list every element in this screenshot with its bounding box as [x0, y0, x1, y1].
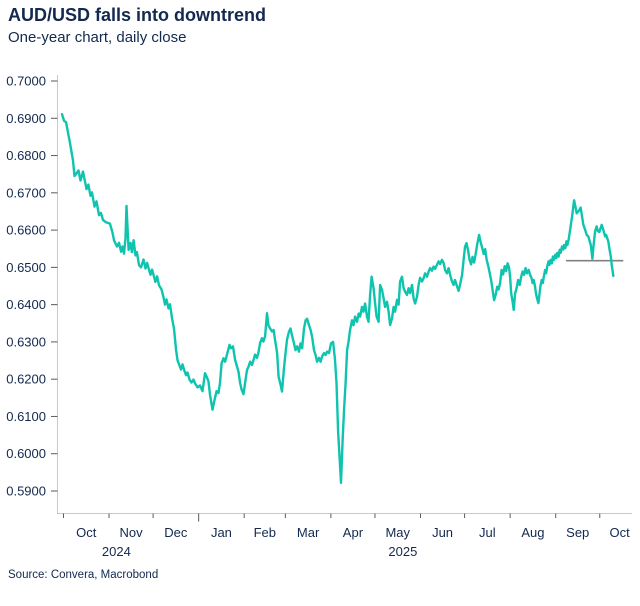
y-tick-label: 0.6300: [6, 334, 46, 349]
y-tick-label: 0.7000: [6, 74, 46, 89]
month-label: Jan: [211, 525, 232, 540]
month-label: Apr: [343, 525, 364, 540]
month-label: Mar: [297, 525, 320, 540]
page-title: AUD/USD falls into downtrend: [8, 5, 266, 25]
year-label: 2025: [388, 544, 417, 559]
y-tick-label: 0.6400: [6, 297, 46, 312]
source-text: Source: Convera, Macrobond: [8, 569, 159, 581]
month-label: May: [385, 525, 410, 540]
month-label: Nov: [119, 525, 143, 540]
y-tick-label: 0.6700: [6, 185, 46, 200]
year-label: 2024: [102, 544, 131, 559]
month-label: Sep: [566, 525, 589, 540]
audusd-price-line: [60, 112, 615, 484]
y-tick-label: 0.6500: [6, 260, 46, 275]
month-label: Jul: [479, 525, 496, 540]
chart-subtitle: One-year chart, daily close: [8, 29, 187, 46]
month-label: Aug: [521, 525, 544, 540]
month-label: Jun: [432, 525, 453, 540]
month-label: Dec: [164, 525, 188, 540]
month-label: Oct: [609, 525, 630, 540]
y-tick-label: 0.6000: [6, 446, 46, 461]
y-tick-label: 0.6200: [6, 372, 46, 387]
y-tick-label: 0.6900: [6, 111, 46, 126]
y-tick-label: 0.6600: [6, 223, 46, 238]
y-tick-label: 0.5900: [6, 483, 46, 498]
month-label: Oct: [76, 525, 97, 540]
y-tick-label: 0.6100: [6, 409, 46, 424]
month-label: Feb: [254, 525, 276, 540]
y-tick-label: 0.6800: [6, 148, 46, 163]
